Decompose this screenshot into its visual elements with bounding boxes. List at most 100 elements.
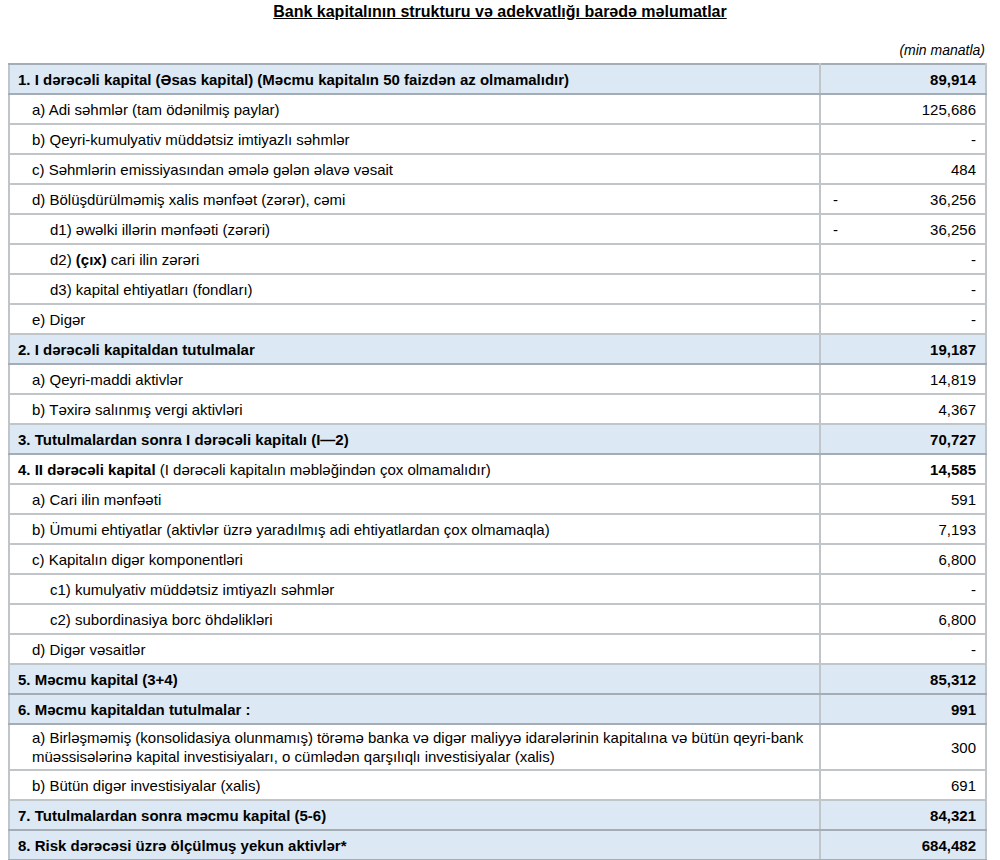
row-label-cell: c1) kumulyativ müddətsiz imtiyazlı səhml… bbox=[9, 574, 820, 604]
row-label-text: a) Adi səhmlər (tam ödənilmiş paylar) bbox=[32, 101, 280, 118]
row-label-bold-text: 2. I dərəcəli kapitaldan tutulmalar bbox=[18, 341, 255, 358]
row-label-cell: 1. I dərəcəli kapital (Əsas kapital) (Mə… bbox=[9, 64, 820, 94]
value-wrap: - 36,256 bbox=[833, 190, 976, 209]
table-row: 3. Tutulmalardan sonra I dərəcəli kapita… bbox=[9, 424, 986, 454]
value-wrap: 991 bbox=[833, 700, 976, 719]
row-label-cell: d1) əwəlki illərin mənfəəti (zərəri) bbox=[9, 214, 820, 244]
row-label-text: d) Digər vəsaitlər bbox=[32, 641, 145, 658]
row-value: 89,914 bbox=[930, 70, 976, 89]
row-label-cell: 4. II dərəcəli kapital (I dərəcəli kapit… bbox=[9, 454, 820, 484]
row-label-cell: d3) kapital ehtiyatları (fondları) bbox=[9, 274, 820, 304]
row-value: - bbox=[971, 250, 976, 269]
row-label-text: c1) kumulyativ müddətsiz imtiyazlı səhml… bbox=[50, 581, 334, 598]
row-value: 991 bbox=[951, 700, 976, 719]
row-value: - bbox=[971, 310, 976, 329]
row-value-cell: - bbox=[820, 124, 986, 154]
value-wrap: - bbox=[833, 580, 976, 599]
value-wrap: - 36,256 bbox=[833, 220, 976, 239]
row-value-cell: 4,367 bbox=[820, 394, 986, 424]
value-wrap: 14,585 bbox=[833, 460, 976, 479]
row-value: 484 bbox=[951, 160, 976, 179]
value-wrap: - bbox=[833, 310, 976, 329]
row-value-cell: 19,187 bbox=[820, 334, 986, 364]
table-row: b) Təxirə salınmış vergi aktivləri 4,367 bbox=[9, 394, 986, 424]
value-wrap: 4,367 bbox=[833, 400, 976, 419]
row-value: 84,321 bbox=[930, 806, 976, 825]
table-row: d) Digər vəsaitlər - bbox=[9, 634, 986, 664]
row-value: 300 bbox=[951, 738, 976, 757]
row-value-cell: - bbox=[820, 244, 986, 274]
row-label-bold-text: (çıx) bbox=[76, 251, 107, 268]
row-label-cell: 3. Tutulmalardan sonra I dərəcəli kapita… bbox=[9, 424, 820, 454]
negative-sign: - bbox=[833, 220, 838, 239]
row-value-cell: 300 bbox=[820, 724, 986, 770]
value-wrap: 70,727 bbox=[833, 430, 976, 449]
row-value-cell: - bbox=[820, 634, 986, 664]
table-row: a) Qeyri-maddi aktivlər 14,819 bbox=[9, 364, 986, 394]
row-label-rest-text: (Əsas kapital) (Məcmu kapitalın 50 faizd… bbox=[151, 71, 569, 88]
table-row: 2. I dərəcəli kapitaldan tutulmalar 19,1… bbox=[9, 334, 986, 364]
row-label-cell: 7. Tutulmalardan sonra məcmu kapital (5-… bbox=[9, 800, 820, 830]
table-row: 6. Məcmu kapitaldan tutulmalar : 991 bbox=[9, 694, 986, 724]
row-value-cell: - 36,256 bbox=[820, 214, 986, 244]
table-row: d1) əwəlki illərin mənfəəti (zərəri) - 3… bbox=[9, 214, 986, 244]
table-row: d2) (çıx) cari ilin zərəri - bbox=[9, 244, 986, 274]
row-label-rest-text: cari ilin zərəri bbox=[107, 251, 200, 268]
value-wrap: 691 bbox=[833, 776, 976, 795]
table-row: a) Adi səhmlər (tam ödənilmiş paylar) 12… bbox=[9, 94, 986, 124]
row-label-cell: c2) subordinasiya borc öhdəlikləri bbox=[9, 604, 820, 634]
row-label-text: b) Ümumi ehtiyatlar (aktivlər üzrə yarad… bbox=[32, 521, 550, 538]
table-row: c2) subordinasiya borc öhdəlikləri 6,800 bbox=[9, 604, 986, 634]
row-value-cell: 484 bbox=[820, 154, 986, 184]
row-label-text: d2) bbox=[50, 251, 76, 268]
row-label-cell: a) Cari ilin mənfəəti bbox=[9, 484, 820, 514]
table-row: 1. I dərəcəli kapital (Əsas kapital) (Mə… bbox=[9, 64, 986, 94]
row-value-cell: - bbox=[820, 274, 986, 304]
value-wrap: 7,193 bbox=[833, 520, 976, 539]
row-value: 36,256 bbox=[930, 190, 976, 209]
row-label-cell: a) Qeyri-maddi aktivlər bbox=[9, 364, 820, 394]
row-value: 14,819 bbox=[930, 370, 976, 389]
row-value: 6,800 bbox=[938, 550, 976, 569]
row-label-text: e) Digər bbox=[32, 311, 85, 328]
row-value-cell: 591 bbox=[820, 484, 986, 514]
row-value: 6,800 bbox=[938, 610, 976, 629]
row-label-cell: 5. Məcmu kapital (3+4) bbox=[9, 664, 820, 694]
row-label-text: c2) subordinasiya borc öhdəlikləri bbox=[50, 611, 273, 628]
row-value-cell: 70,727 bbox=[820, 424, 986, 454]
row-value-cell: 89,914 bbox=[820, 64, 986, 94]
value-wrap: 19,187 bbox=[833, 340, 976, 359]
row-value: 7,193 bbox=[938, 520, 976, 539]
table-row: d3) kapital ehtiyatları (fondları) - bbox=[9, 274, 986, 304]
row-value-cell: 991 bbox=[820, 694, 986, 724]
row-label-cell: d) Bölüşdürülməmiş xalis mənfəət (zərər)… bbox=[9, 184, 820, 214]
table-row: d) Bölüşdürülməmiş xalis mənfəət (zərər)… bbox=[9, 184, 986, 214]
table-row: 5. Məcmu kapital (3+4) 85,312 bbox=[9, 664, 986, 694]
row-label-cell: 6. Məcmu kapitaldan tutulmalar : bbox=[9, 694, 820, 724]
value-wrap: 6,800 bbox=[833, 610, 976, 629]
negative-sign: - bbox=[833, 190, 838, 209]
row-value-cell: 7,193 bbox=[820, 514, 986, 544]
row-value: 19,187 bbox=[930, 340, 976, 359]
row-label-bold-text: 3. Tutulmalardan sonra I dərəcəli kapita… bbox=[18, 431, 349, 448]
row-label-bold-text: 4. II dərəcəli kapital bbox=[18, 461, 156, 478]
row-label-cell: a) Birləşməmiş (konsolidasiya olunmamış)… bbox=[9, 724, 820, 770]
row-label-text: b) Qeyri-kumulyativ müddətsiz imtiyazlı … bbox=[32, 131, 350, 148]
table-row: a) Birləşməmiş (konsolidasiya olunmamış)… bbox=[9, 724, 986, 770]
value-wrap: 84,321 bbox=[833, 806, 976, 825]
table-row: c) Kapitalın digər komponentləri 6,800 bbox=[9, 544, 986, 574]
row-value: 36,256 bbox=[930, 220, 976, 239]
table-row: e) Digər - bbox=[9, 304, 986, 334]
row-value: - bbox=[971, 280, 976, 299]
value-wrap: 89,914 bbox=[833, 70, 976, 89]
row-value: - bbox=[971, 640, 976, 659]
value-wrap: 14,819 bbox=[833, 370, 976, 389]
capital-structure-table: 1. I dərəcəli kapital (Əsas kapital) (Mə… bbox=[8, 63, 987, 860]
table-row: 8. Risk dərəcəsi üzrə ölçülmuş yekun akt… bbox=[9, 830, 986, 860]
row-value: 4,367 bbox=[938, 400, 976, 419]
row-label-bold-text: 7. Tutulmalardan sonra məcmu kapital (5-… bbox=[18, 807, 326, 824]
row-label-cell: b) Ümumi ehtiyatlar (aktivlər üzrə yarad… bbox=[9, 514, 820, 544]
row-value: 14,585 bbox=[930, 460, 976, 479]
value-wrap: 85,312 bbox=[833, 670, 976, 689]
row-label-text: c) Kapitalın digər komponentləri bbox=[32, 551, 243, 568]
